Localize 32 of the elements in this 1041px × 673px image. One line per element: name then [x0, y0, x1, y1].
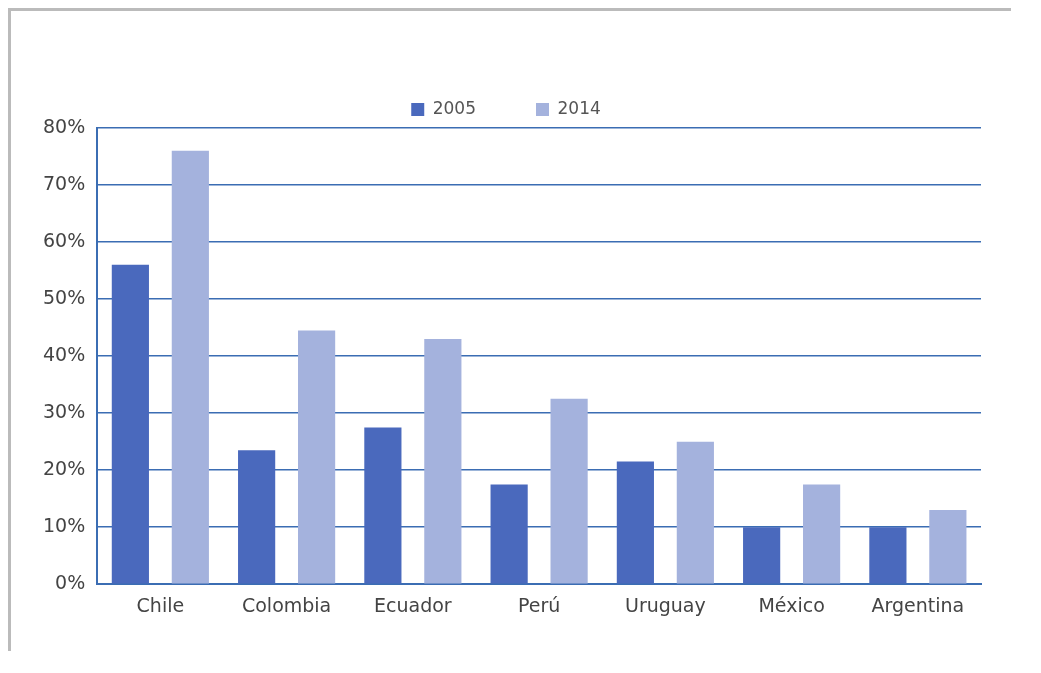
bar	[490, 484, 528, 584]
legend-label: 2005	[432, 97, 476, 118]
x-tick-label: México	[758, 593, 825, 616]
bar	[869, 527, 907, 584]
bar	[171, 150, 209, 584]
bar	[298, 330, 336, 584]
bar	[743, 527, 781, 584]
bar	[676, 441, 714, 584]
x-tick-label: Argentina	[871, 593, 965, 616]
bar	[364, 427, 402, 584]
y-tick-label: 20%	[43, 457, 86, 480]
bar	[929, 510, 967, 584]
x-tick-label: Ecuador	[374, 593, 452, 616]
legend-label: 2014	[557, 97, 601, 118]
y-tick-label: 40%	[43, 343, 86, 366]
y-tick-label: 70%	[43, 171, 86, 194]
y-tick-label: 80%	[43, 114, 86, 137]
y-tick-label: 50%	[43, 286, 86, 309]
x-tick-label: Colombia	[241, 593, 332, 616]
y-tick-label: 60%	[43, 228, 86, 251]
x-tick-label: Chile	[136, 593, 185, 616]
bar	[424, 338, 462, 584]
bar	[803, 484, 841, 584]
y-tick-label: 30%	[43, 400, 86, 423]
x-tick-label: Uruguay	[624, 593, 706, 616]
bar	[111, 264, 149, 584]
y-tick-label: 10%	[43, 514, 86, 537]
y-tick-label: 0%	[55, 571, 86, 594]
bar	[550, 398, 588, 584]
x-tick-label: Perú	[517, 593, 561, 616]
bar	[616, 461, 654, 584]
bar	[238, 450, 276, 584]
